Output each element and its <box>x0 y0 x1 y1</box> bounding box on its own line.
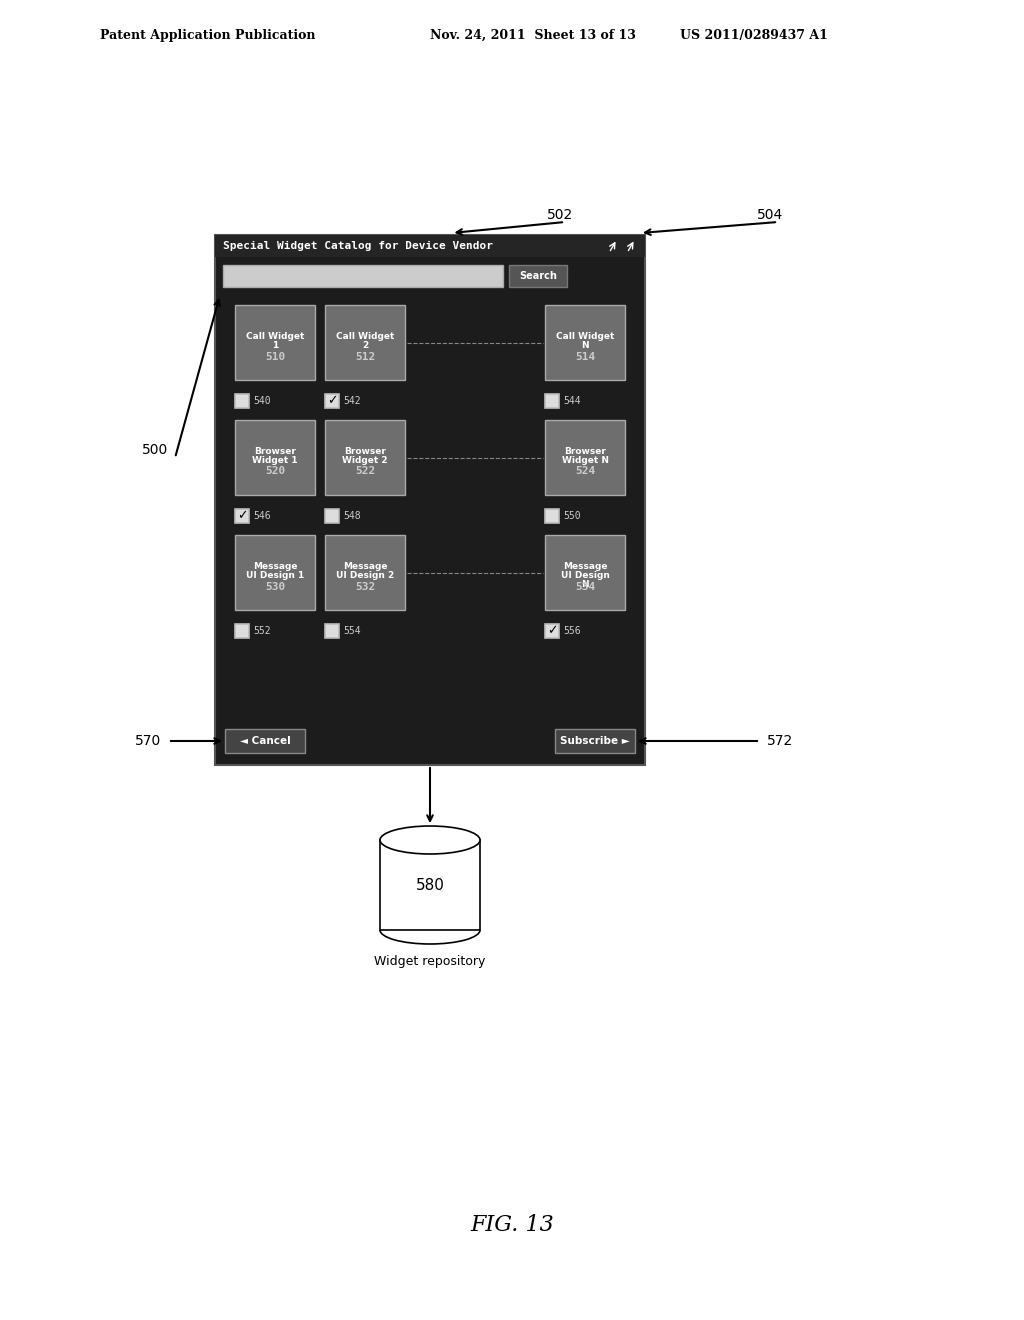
Bar <box>325 535 406 610</box>
Text: Browser: Browser <box>564 447 606 455</box>
Text: 514: 514 <box>574 351 595 362</box>
Bar <box>325 510 339 523</box>
Bar <box>225 729 305 752</box>
Text: Widget 1: Widget 1 <box>252 455 298 465</box>
Text: 552: 552 <box>253 626 270 636</box>
Bar <box>545 305 625 380</box>
Text: 524: 524 <box>574 466 595 477</box>
Text: 2: 2 <box>361 341 368 350</box>
Text: UI Design 2: UI Design 2 <box>336 572 394 579</box>
Text: 530: 530 <box>265 582 285 591</box>
Text: 556: 556 <box>563 626 581 636</box>
Text: Message: Message <box>343 562 387 572</box>
Text: 546: 546 <box>253 511 270 521</box>
Text: 554: 554 <box>343 626 360 636</box>
Text: ✓: ✓ <box>547 624 557 638</box>
Text: Message: Message <box>563 562 607 572</box>
Text: ✓: ✓ <box>237 510 247 523</box>
Bar <box>223 265 503 286</box>
Text: 548: 548 <box>343 511 360 521</box>
Text: 502: 502 <box>547 209 573 222</box>
Bar <box>555 729 635 752</box>
Bar <box>325 393 339 408</box>
Text: Search: Search <box>519 271 557 281</box>
Text: 532: 532 <box>355 582 375 591</box>
Text: Special Widget Catalog for Device Vendor: Special Widget Catalog for Device Vendor <box>223 242 493 251</box>
Bar <box>234 510 249 523</box>
Bar <box>545 420 625 495</box>
Text: 1: 1 <box>272 341 279 350</box>
Text: 540: 540 <box>253 396 270 407</box>
Text: Call Widget: Call Widget <box>556 333 614 341</box>
Text: US 2011/0289437 A1: US 2011/0289437 A1 <box>680 29 827 41</box>
Text: 500: 500 <box>142 444 168 457</box>
Bar <box>215 235 645 257</box>
Text: 534: 534 <box>574 582 595 591</box>
Bar <box>234 624 249 638</box>
Ellipse shape <box>380 826 480 854</box>
Text: Call Widget: Call Widget <box>246 333 304 341</box>
Text: Subscribe ►: Subscribe ► <box>560 737 630 746</box>
Text: Message: Message <box>253 562 297 572</box>
Text: Browser: Browser <box>344 447 386 455</box>
Bar <box>325 624 339 638</box>
Bar <box>545 535 625 610</box>
Bar <box>234 393 249 408</box>
Text: 544: 544 <box>563 396 581 407</box>
Text: N: N <box>582 341 589 350</box>
Text: 520: 520 <box>265 466 285 477</box>
Text: Patent Application Publication: Patent Application Publication <box>100 29 315 41</box>
Text: 504: 504 <box>757 209 783 222</box>
Bar <box>215 235 645 766</box>
Text: N: N <box>582 579 589 589</box>
Text: Widget repository: Widget repository <box>375 956 485 969</box>
Bar <box>325 420 406 495</box>
Text: Nov. 24, 2011  Sheet 13 of 13: Nov. 24, 2011 Sheet 13 of 13 <box>430 29 636 41</box>
Text: Browser: Browser <box>254 447 296 455</box>
Bar <box>545 393 559 408</box>
Text: 570: 570 <box>135 734 161 748</box>
Text: 572: 572 <box>767 734 794 748</box>
Text: ◄ Cancel: ◄ Cancel <box>240 737 291 746</box>
Text: 510: 510 <box>265 351 285 362</box>
Text: FIG. 13: FIG. 13 <box>470 1214 554 1236</box>
Bar <box>380 840 480 931</box>
Text: 522: 522 <box>355 466 375 477</box>
Text: 542: 542 <box>343 396 360 407</box>
Text: UI Design: UI Design <box>560 572 609 579</box>
Bar <box>545 624 559 638</box>
Text: ✓: ✓ <box>327 395 337 408</box>
Text: 580: 580 <box>416 878 444 892</box>
Bar <box>234 420 315 495</box>
Text: 550: 550 <box>563 511 581 521</box>
Bar <box>234 305 315 380</box>
Text: UI Design 1: UI Design 1 <box>246 572 304 579</box>
Text: Widget N: Widget N <box>561 455 608 465</box>
Text: Widget 2: Widget 2 <box>342 455 388 465</box>
Bar <box>234 535 315 610</box>
Text: 512: 512 <box>355 351 375 362</box>
Bar <box>509 265 567 286</box>
Bar <box>545 510 559 523</box>
Text: Call Widget: Call Widget <box>336 333 394 341</box>
Bar <box>325 305 406 380</box>
